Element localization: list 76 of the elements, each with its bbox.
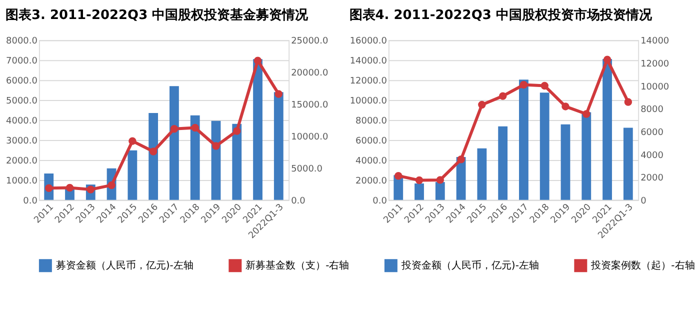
bar bbox=[190, 115, 200, 200]
legend-label: 投资案例数（起）-右轴 bbox=[590, 260, 695, 272]
y-tick-label: 1000.0 bbox=[6, 176, 38, 186]
y-tick-label: 6000.0 bbox=[356, 136, 388, 146]
point bbox=[170, 124, 178, 133]
point bbox=[254, 56, 262, 64]
bar bbox=[435, 182, 445, 200]
point bbox=[582, 110, 590, 118]
y-tick-label: 6000.0 bbox=[6, 76, 38, 87]
bar bbox=[414, 183, 424, 200]
bar bbox=[274, 92, 284, 200]
point bbox=[562, 102, 570, 110]
y-tick-label: 10000.0 bbox=[350, 96, 388, 107]
point bbox=[498, 92, 507, 100]
chart-title: 图表4. 2011-2022Q3 中国股权投资市场投资情况 bbox=[349, 7, 653, 24]
y-tick-label: 2000.0 bbox=[356, 176, 388, 186]
y2-tick-label: 25000.0 bbox=[291, 36, 328, 47]
bar bbox=[602, 59, 612, 200]
point bbox=[520, 80, 528, 89]
y2-tick-label: 6000 bbox=[640, 128, 664, 138]
y-tick-label: 8000.0 bbox=[356, 116, 388, 127]
y2-tick-label: 0 bbox=[640, 196, 647, 206]
y-tick-label: 4000.0 bbox=[6, 116, 38, 127]
bar bbox=[128, 150, 138, 200]
y2-tick-label: 12000 bbox=[640, 59, 670, 70]
bar bbox=[560, 124, 570, 200]
y2-tick-label: 10000 bbox=[640, 82, 670, 92]
point bbox=[149, 148, 158, 156]
bar bbox=[623, 128, 633, 200]
bar bbox=[253, 59, 262, 200]
y-tick-label: 0.0 bbox=[372, 196, 388, 206]
y-tick-label: 5000.0 bbox=[6, 96, 38, 107]
legend-label: 新募基金数（支）-右轴 bbox=[246, 260, 350, 272]
y2-tick-label: 0.0 bbox=[291, 196, 306, 206]
legend-label: 投资金额（人民币，亿元)-左轴 bbox=[400, 260, 539, 272]
point bbox=[624, 98, 632, 106]
y2-tick-label: 8000 bbox=[640, 105, 664, 116]
y2-tick-label: 15000.0 bbox=[291, 100, 328, 111]
y-tick-label: 4000.0 bbox=[356, 156, 388, 166]
point bbox=[212, 142, 220, 150]
point bbox=[415, 176, 424, 184]
y2-tick-label: 14000 bbox=[640, 36, 670, 47]
point bbox=[66, 184, 74, 192]
bar bbox=[540, 92, 550, 200]
bar bbox=[519, 80, 528, 200]
y-tick-label: 12000.0 bbox=[350, 76, 388, 87]
bar bbox=[232, 124, 242, 200]
point bbox=[436, 176, 444, 184]
legend-label: 募资金额（人民币，亿元)-左轴 bbox=[56, 260, 194, 272]
bar bbox=[477, 148, 487, 200]
y2-tick-label: 10000.0 bbox=[291, 132, 328, 142]
point bbox=[191, 124, 199, 132]
y-tick-label: 2000.0 bbox=[6, 156, 38, 166]
y-tick-label: 8000.0 bbox=[6, 36, 38, 47]
point bbox=[478, 100, 486, 109]
y2-tick-label: 2000 bbox=[640, 174, 664, 184]
bar bbox=[170, 86, 179, 200]
point bbox=[540, 82, 548, 90]
point bbox=[233, 127, 241, 135]
y2-tick-label: 20000.0 bbox=[291, 68, 328, 79]
y-tick-label: 14000.0 bbox=[350, 56, 388, 67]
chart-title: 图表3. 2011-2022Q3 中国股权投资基金募资情况 bbox=[6, 8, 310, 24]
y-tick-label: 16000.0 bbox=[350, 36, 388, 47]
point bbox=[394, 172, 402, 180]
point bbox=[274, 90, 283, 98]
bar bbox=[148, 113, 158, 200]
y2-tick-label: 5000.0 bbox=[291, 164, 323, 174]
bar bbox=[582, 112, 592, 200]
bar bbox=[498, 126, 508, 200]
y-tick-label: 0.0 bbox=[23, 196, 38, 206]
bar bbox=[211, 120, 221, 200]
y-tick-label: 3000.0 bbox=[6, 136, 38, 146]
point bbox=[457, 156, 465, 164]
y-tick-label: 7000.0 bbox=[6, 56, 38, 67]
y2-tick-label: 4000 bbox=[640, 150, 664, 161]
point bbox=[128, 137, 136, 145]
